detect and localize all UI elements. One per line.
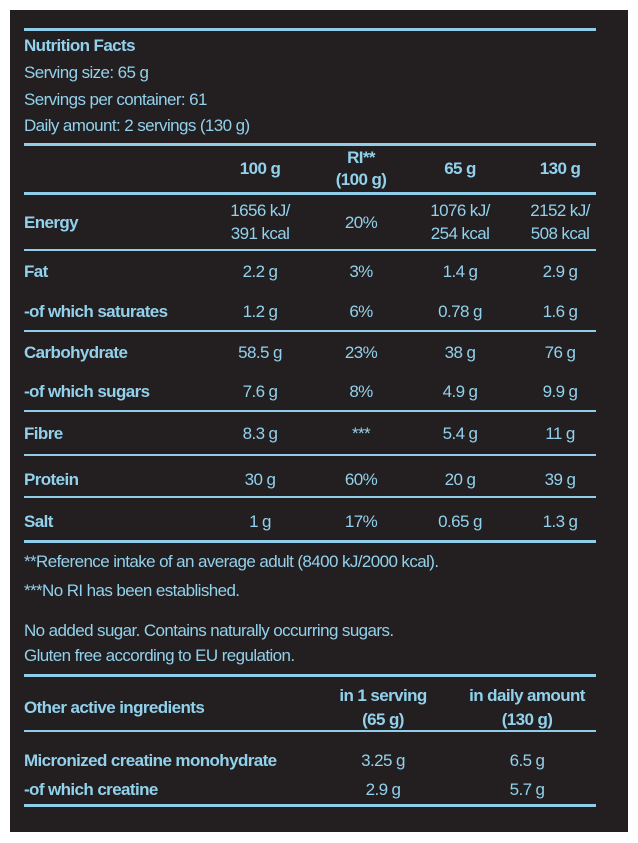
row-label: Protein [24, 470, 79, 489]
note: **Reference intake of an average adult (… [24, 552, 439, 571]
servings-per-container: Servings per container: 61 [24, 90, 207, 109]
row-label: Fibre [24, 424, 63, 443]
cell: 6.5 g [509, 751, 545, 770]
cell: 3% [349, 262, 373, 281]
cell: 3.25 g [361, 751, 405, 770]
cell: 2152 kJ/ [530, 201, 590, 220]
cell: 7.6 g [242, 382, 278, 401]
cell: 8% [349, 382, 373, 401]
cell: 1.3 g [542, 512, 578, 531]
cell: 5.7 g [509, 780, 545, 799]
cell: 20 g [444, 470, 476, 489]
divider [24, 143, 596, 146]
col-header: (130 g) [501, 710, 553, 729]
col-header: 100 g [239, 159, 281, 178]
col-header: 65 g [444, 159, 476, 178]
divider [24, 804, 596, 807]
cell: 17% [344, 512, 378, 531]
nutrition-panel [10, 10, 628, 832]
cell: 1.4 g [442, 262, 478, 281]
col-header: 130 g [539, 159, 581, 178]
col-header: RI** [347, 148, 375, 167]
title: Nutrition Facts [24, 36, 136, 55]
daily-amount: Daily amount: 2 servings (130 g) [24, 116, 250, 135]
row-label: -of which saturates [24, 302, 168, 321]
divider [24, 192, 596, 195]
cell: 0.78 g [438, 302, 482, 321]
row-label: Micronized creatine monohydrate [24, 751, 277, 770]
cell: 508 kcal [530, 224, 590, 243]
note: Gluten free according to EU regulation. [24, 646, 295, 665]
cell: 9.9 g [542, 382, 578, 401]
note: No added sugar. Contains naturally occur… [24, 621, 394, 640]
cell: 11 g [545, 424, 575, 443]
cell: 1656 kJ/ [230, 201, 290, 220]
serving-size: Serving size: 65 g [24, 63, 149, 82]
cell: 39 g [544, 470, 576, 489]
row-label: Salt [24, 512, 53, 531]
col-header: in daily amount [469, 686, 585, 705]
cell: 4.9 g [442, 382, 478, 401]
cell: 6% [349, 302, 373, 321]
row-label: -of which creatine [24, 780, 158, 799]
cell: 1.6 g [542, 302, 578, 321]
divider [24, 730, 596, 732]
cell: 5.4 g [442, 424, 478, 443]
cell: 60% [344, 470, 378, 489]
col-header: (65 g) [362, 710, 404, 729]
cell: 38 g [444, 343, 476, 362]
divider [24, 249, 596, 251]
cell: 76 g [544, 343, 576, 362]
col-header: in 1 serving [339, 686, 427, 705]
divider [24, 674, 596, 677]
divider [24, 540, 596, 543]
divider [24, 410, 596, 412]
cell: 30 g [244, 470, 276, 489]
cell: 20% [344, 213, 378, 232]
row-label: Fat [24, 262, 48, 281]
cell: 2.9 g [542, 262, 578, 281]
row-label: Energy [24, 213, 79, 232]
note: ***No RI has been established. [24, 581, 240, 600]
divider [24, 496, 596, 498]
divider [24, 28, 596, 31]
cell: 8.3 g [242, 424, 278, 443]
col-header: (100 g) [335, 170, 387, 189]
cell: 23% [344, 343, 378, 362]
cell: 58.5 g [238, 343, 282, 362]
cell: 391 kcal [230, 224, 290, 243]
cell: 2.9 g [365, 780, 401, 799]
cell: 1.2 g [242, 302, 278, 321]
cell: 2.2 g [242, 262, 278, 281]
row-label: Carbohydrate [24, 343, 128, 362]
cell: 1 g [249, 512, 271, 531]
divider [24, 454, 596, 456]
cell: 1076 kJ/ [430, 201, 490, 220]
cell: 254 kcal [430, 224, 490, 243]
other-title: Other active ingredients [24, 698, 205, 717]
cell: 0.65 g [438, 512, 482, 531]
row-label: -of which sugars [24, 382, 150, 401]
divider [24, 330, 596, 332]
cell: *** [351, 424, 371, 443]
